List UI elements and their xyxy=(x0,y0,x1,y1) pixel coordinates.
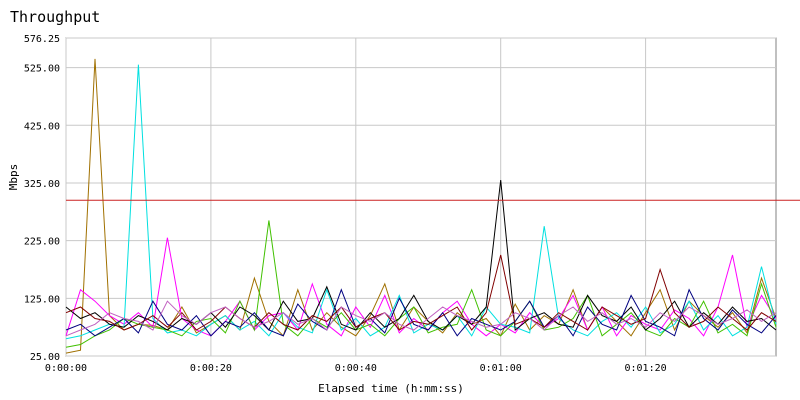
y-tick-label: 225.00 xyxy=(24,237,60,248)
x-tick-label: 0:00:00 xyxy=(45,363,87,374)
series-line-7 xyxy=(65,254,777,331)
x-tick-label: 0:00:20 xyxy=(190,363,232,374)
y-tick-label: 125.00 xyxy=(24,294,60,305)
y-tick-label: 25.00 xyxy=(30,352,60,363)
series-line-4 xyxy=(65,220,777,348)
y-tick-label: 325.00 xyxy=(24,179,60,190)
y-axis-label: Mbps xyxy=(7,164,20,191)
chart-title: Throughput xyxy=(10,8,101,26)
x-tick-label: 0:00:40 xyxy=(335,363,377,374)
series-line-1 xyxy=(65,58,777,354)
series-line-8 xyxy=(65,300,777,337)
y-tick-label: 425.00 xyxy=(24,121,60,132)
series-line-5 xyxy=(65,180,777,331)
x-axis-label: Elapsed time (h:mm:ss) xyxy=(318,382,464,395)
grid-layer xyxy=(65,37,777,357)
y-tick-label: 525.00 xyxy=(24,64,60,75)
series-layer xyxy=(65,58,800,354)
x-tick-label: 0:01:00 xyxy=(480,363,522,374)
axis-layer: 25.00 125.00 225.00 325.00 425.00 525.00 576.2… xyxy=(7,34,667,395)
series-line-3 xyxy=(65,64,777,340)
series-line-6 xyxy=(65,288,777,337)
y-tick-label: 576.25 xyxy=(24,34,60,45)
plot-frame xyxy=(65,37,777,357)
x-tick-label: 0:01:20 xyxy=(625,363,667,374)
